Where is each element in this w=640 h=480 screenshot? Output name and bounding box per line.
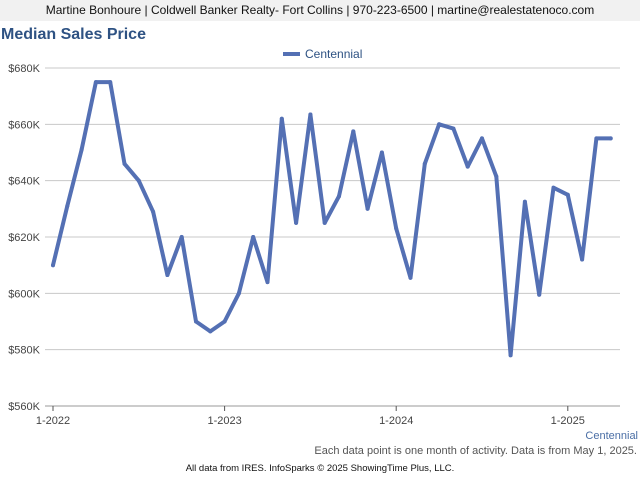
x-tick-label: 1-2025 xyxy=(551,415,585,427)
series-end-label: Centennial xyxy=(585,430,638,442)
y-tick-label: $680K xyxy=(8,63,40,75)
data-point xyxy=(93,80,98,85)
data-point xyxy=(79,147,84,152)
data-point xyxy=(379,150,384,155)
data-point xyxy=(494,174,499,179)
footer-source: All data from IRES. InfoSparks © 2025 Sh… xyxy=(185,463,455,474)
data-point xyxy=(251,235,256,239)
x-tick-label: 1-2022 xyxy=(36,415,70,427)
data-point xyxy=(108,80,113,85)
footer-note: Each data point is one month of activity… xyxy=(314,445,637,457)
data-point xyxy=(437,122,442,127)
y-tick-label: $560K xyxy=(8,401,40,413)
data-point xyxy=(308,112,313,117)
data-point xyxy=(551,185,556,190)
data-point xyxy=(465,164,470,169)
legend-swatch xyxy=(283,52,300,56)
data-point xyxy=(208,329,213,334)
data-point xyxy=(422,161,427,166)
data-point xyxy=(194,319,198,324)
data-point xyxy=(337,194,341,199)
data-point xyxy=(65,204,70,208)
series: Centennial xyxy=(51,80,638,442)
y-tick-label: $620K xyxy=(8,232,40,244)
data-point xyxy=(279,116,284,121)
chart-title: Median Sales Price xyxy=(1,26,146,43)
data-point xyxy=(608,136,613,141)
data-point xyxy=(165,273,170,277)
legend[interactable]: Centennial xyxy=(283,46,362,62)
data-point xyxy=(265,280,270,285)
data-point xyxy=(294,220,299,225)
data-point xyxy=(322,220,327,225)
data-point xyxy=(394,226,399,231)
data-point xyxy=(351,129,356,134)
data-point xyxy=(179,235,184,239)
data-point xyxy=(408,275,413,280)
legend-label: Centennial xyxy=(305,47,363,61)
data-point xyxy=(151,209,156,214)
data-point xyxy=(580,257,585,262)
data-point xyxy=(537,292,542,297)
x-tick-label: 1-2023 xyxy=(207,415,241,427)
x-tick-label: 1-2024 xyxy=(379,415,413,427)
data-point xyxy=(480,136,484,141)
data-point xyxy=(594,136,599,141)
data-point xyxy=(451,126,456,131)
data-point xyxy=(565,192,570,197)
y-tick-label: $640K xyxy=(8,176,40,188)
data-point xyxy=(136,178,141,183)
series-line-centennial xyxy=(51,80,613,358)
data-point xyxy=(522,199,527,204)
data-point xyxy=(222,319,227,324)
y-tick-label: $580K xyxy=(8,345,40,357)
data-point xyxy=(122,161,127,166)
y-tick-label: $660K xyxy=(8,119,40,131)
data-point xyxy=(365,206,370,211)
header-contact: Martine Bonhoure | Coldwell Banker Realt… xyxy=(0,0,640,21)
y-tick-label: $600K xyxy=(8,288,40,300)
data-point xyxy=(51,263,55,268)
data-point xyxy=(236,291,241,296)
axes: $560K $580K $600K $620K $640K $660K $680K 1-202… xyxy=(8,63,620,427)
data-point xyxy=(508,353,513,358)
